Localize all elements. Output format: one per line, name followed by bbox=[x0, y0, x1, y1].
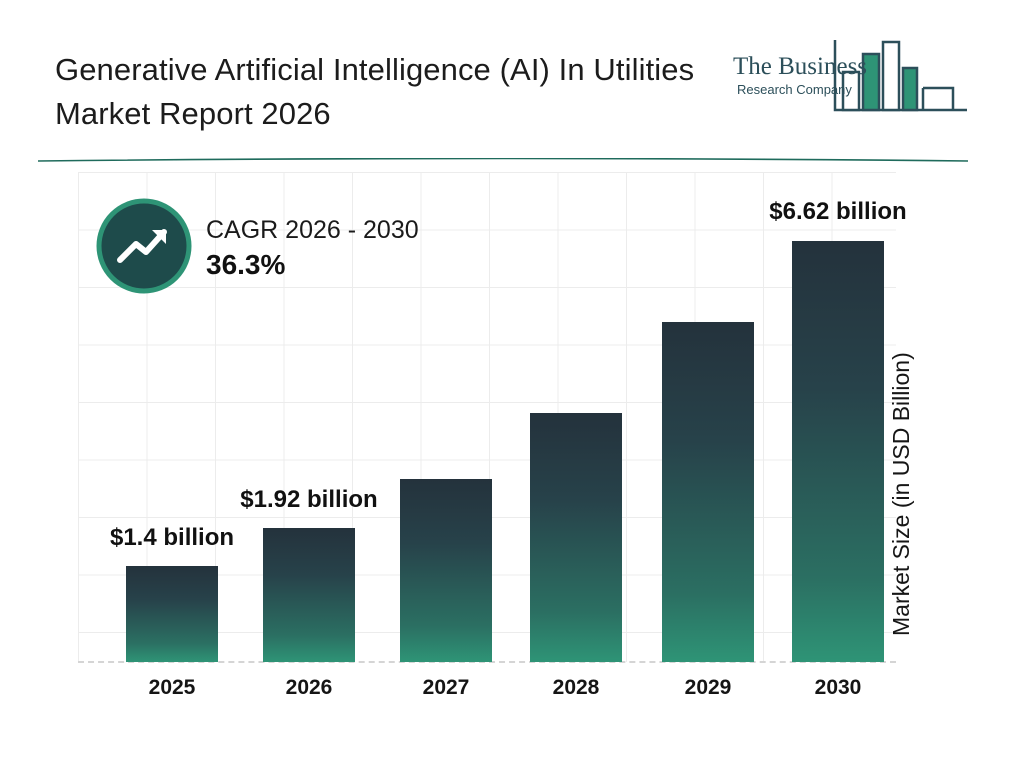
bar-label-2026: $1.92 billion bbox=[239, 485, 379, 514]
bar-label-2025-text: $1.4 billion bbox=[109, 524, 235, 551]
x-tick-2026: 2026 bbox=[285, 676, 333, 699]
chart-y-axis-title-text: Market Size (in USD Billion) bbox=[888, 352, 914, 636]
x-tick-2025: 2025 bbox=[148, 676, 196, 699]
logo-chart-icon bbox=[833, 40, 967, 112]
bar-label-2025: $1.4 billion bbox=[102, 523, 242, 552]
logo-text-line1: The Business bbox=[733, 53, 867, 80]
logo-text-line2: Research Company bbox=[737, 82, 852, 97]
cagr-text-block: CAGR 2026 - 2030 36.3% bbox=[206, 214, 526, 284]
company-logo: The Business Research Company bbox=[727, 32, 967, 122]
bar-2025[interactable] bbox=[126, 566, 218, 662]
trend-up-arrow-icon bbox=[96, 198, 192, 294]
bar-label-2030-text: $6.62 billion bbox=[769, 198, 907, 225]
cagr-value: 36.3% bbox=[206, 249, 286, 280]
x-tick-2028: 2028 bbox=[552, 676, 600, 699]
cagr-badge: CAGR 2026 - 2030 36.3% bbox=[96, 198, 526, 308]
bar-label-2030: $6.62 billion bbox=[768, 197, 908, 226]
chart-bars: $1.4 billion $1.92 billion $6.62 billion bbox=[78, 172, 907, 662]
header: Generative Artificial Intelligence (AI) … bbox=[0, 0, 1024, 162]
bar-2027[interactable] bbox=[400, 479, 492, 662]
x-tick-2030: 2030 bbox=[814, 676, 862, 699]
bar-2029[interactable] bbox=[662, 322, 754, 662]
bar-2030[interactable] bbox=[792, 241, 884, 662]
page-title: Generative Artificial Intelligence (AI) … bbox=[55, 52, 695, 131]
header-divider bbox=[38, 158, 968, 162]
bar-2026[interactable] bbox=[263, 528, 355, 662]
chart-baseline bbox=[78, 661, 896, 663]
bar-label-2026-text: $1.92 billion bbox=[240, 486, 378, 513]
bar-2028[interactable] bbox=[530, 413, 622, 662]
x-tick-2029: 2029 bbox=[684, 676, 732, 699]
cagr-label: CAGR 2026 - 2030 bbox=[206, 216, 419, 244]
chart-x-axis: 2025 2026 2027 2028 2029 2030 bbox=[78, 676, 896, 710]
chart-plot-area: $1.4 billion $1.92 billion $6.62 billion bbox=[78, 172, 907, 663]
x-tick-2027: 2027 bbox=[422, 676, 470, 699]
